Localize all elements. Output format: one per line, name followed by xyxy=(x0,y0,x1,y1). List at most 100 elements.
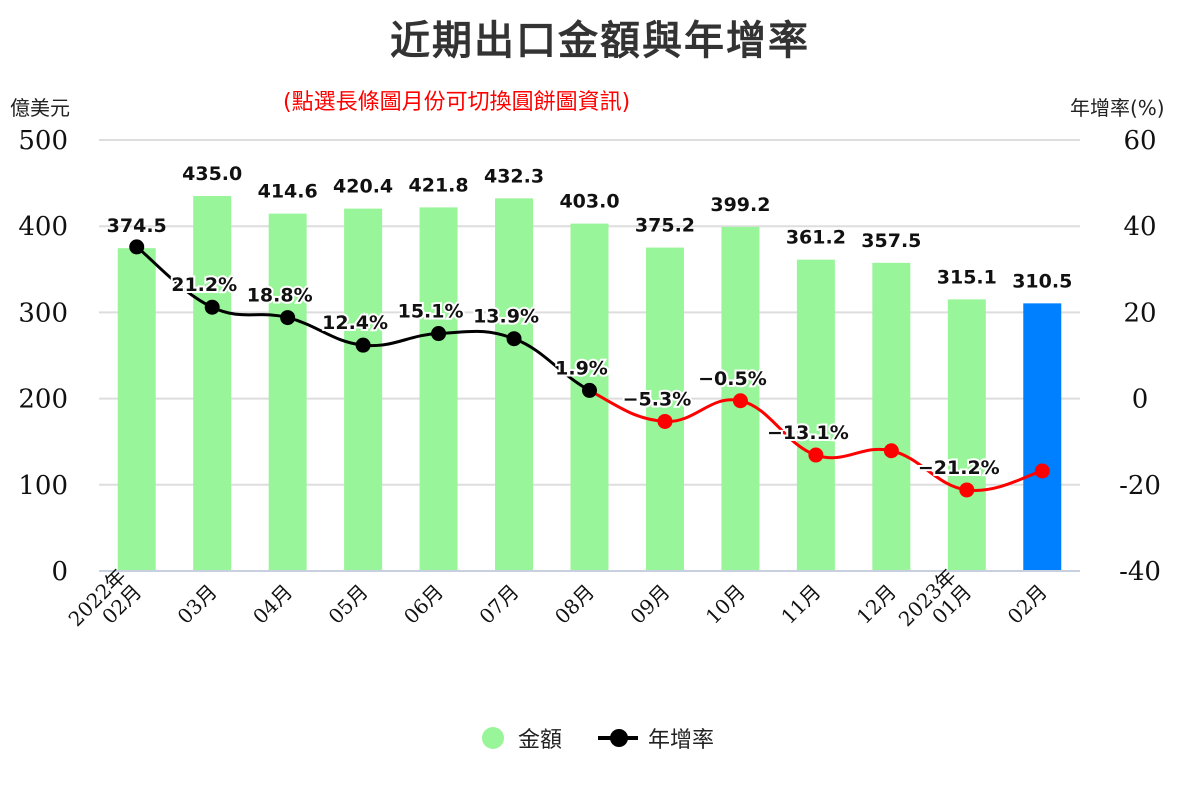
x-tick: 03月 xyxy=(173,580,222,629)
legend-label-amount: 金額 xyxy=(518,728,563,753)
bar-label: 421.8 xyxy=(409,174,469,196)
x-tick-line: 05月 xyxy=(324,580,373,629)
y-tick-left: 200 xyxy=(18,385,68,415)
growth-point[interactable] xyxy=(732,393,748,409)
growth-label: 13.9% xyxy=(473,306,539,328)
bar-label: 420.4 xyxy=(333,176,393,198)
growth-point[interactable] xyxy=(355,337,371,353)
legend-bar-swatch xyxy=(482,727,504,749)
growth-point[interactable] xyxy=(431,326,447,342)
x-tick: 11月 xyxy=(776,580,825,629)
bar[interactable] xyxy=(645,247,684,571)
x-tick-line: 03月 xyxy=(173,580,222,629)
legend-item-growth[interactable]: 年增率 xyxy=(598,722,714,754)
x-tick-line: 11月 xyxy=(776,580,825,629)
bar[interactable] xyxy=(872,262,911,571)
bar[interactable] xyxy=(344,208,383,571)
growth-line-segment xyxy=(588,389,666,423)
bar[interactable] xyxy=(117,248,156,571)
bar[interactable] xyxy=(1023,303,1062,571)
y-tick-right: -20 xyxy=(1119,471,1161,501)
growth-label: 12.4% xyxy=(322,312,388,334)
y-tick-right: 60 xyxy=(1123,126,1156,156)
x-tick-line: 02月 xyxy=(1003,580,1052,629)
x-tick-line: 06月 xyxy=(399,580,448,629)
growth-line-segment xyxy=(287,316,364,347)
bar[interactable] xyxy=(268,213,307,571)
bar-label: 310.5 xyxy=(1012,270,1072,292)
bar[interactable] xyxy=(796,259,835,571)
growth-label: −13.1% xyxy=(767,422,849,444)
x-tick: 2022年02月 xyxy=(64,564,147,647)
bar-label: 315.1 xyxy=(937,266,997,288)
bar-label: 375.2 xyxy=(635,215,695,237)
growth-point[interactable] xyxy=(506,331,522,347)
growth-label: −5.3% xyxy=(623,388,692,410)
chart-title: 近期出口金額與年增率 xyxy=(390,18,810,64)
growth-label: 18.8% xyxy=(247,285,313,307)
x-tick-line: 10月 xyxy=(701,580,750,629)
legend: 金額 年增率 xyxy=(482,722,750,754)
bar-label: 435.0 xyxy=(182,163,242,185)
legend-line-swatch xyxy=(598,729,639,747)
growth-line-segment xyxy=(211,305,289,320)
bar-label: 399.2 xyxy=(710,194,770,216)
growth-point[interactable] xyxy=(808,447,824,463)
x-tick: 09月 xyxy=(625,580,674,629)
growth-label: 15.1% xyxy=(398,301,464,323)
bar-label: 361.2 xyxy=(786,227,846,249)
growth-label: −21.2% xyxy=(918,457,1000,479)
growth-point[interactable] xyxy=(959,482,975,498)
y-tick-right: 20 xyxy=(1123,298,1156,328)
x-tick: 02月 xyxy=(1003,580,1052,629)
bar-label: 414.6 xyxy=(258,181,318,203)
x-tick: 04月 xyxy=(248,580,297,629)
x-tick: 08月 xyxy=(550,580,599,629)
growth-line-segment xyxy=(815,447,892,460)
chart-subtitle: (點選長條圖月份可切換圓餅圖資訊) xyxy=(283,90,631,115)
growth-point[interactable] xyxy=(582,382,597,398)
bar-label: 357.5 xyxy=(861,230,921,252)
bar[interactable] xyxy=(495,198,534,571)
bar[interactable] xyxy=(419,207,458,572)
growth-line-segment xyxy=(513,337,591,392)
growth-line-segment xyxy=(664,398,741,423)
growth-point[interactable] xyxy=(280,310,296,326)
legend-label-growth: 年增率 xyxy=(648,728,715,753)
y-tick-left: 0 xyxy=(51,557,68,587)
bar[interactable] xyxy=(193,196,232,571)
y-tick-left: 400 xyxy=(18,212,68,242)
y-axis-left-label: 億美元 xyxy=(10,96,70,120)
bar-label: 432.3 xyxy=(484,165,544,187)
growth-point[interactable] xyxy=(1034,463,1050,479)
growth-point[interactable] xyxy=(883,443,899,459)
growth-line-segment xyxy=(438,329,515,341)
x-tick: 07月 xyxy=(474,580,523,629)
y-axis-right-label: 年增率(%) xyxy=(1070,96,1165,120)
x-tick: 06月 xyxy=(399,580,448,629)
x-tick-line: 08月 xyxy=(550,580,599,629)
x-tick: 12月 xyxy=(852,580,901,629)
y-tick-right: 40 xyxy=(1123,212,1156,242)
bar-label: 374.5 xyxy=(107,215,167,237)
growth-line-segment xyxy=(740,399,817,457)
growth-line-segment xyxy=(890,449,968,492)
y-tick-right: 0 xyxy=(1132,385,1149,415)
legend-item-amount[interactable]: 金額 xyxy=(482,722,562,754)
growth-point[interactable] xyxy=(129,239,145,255)
y-tick-left: 300 xyxy=(18,298,68,328)
x-tick-line: 04月 xyxy=(248,580,297,629)
bar[interactable] xyxy=(947,299,986,571)
y-tick-left: 100 xyxy=(18,471,68,501)
growth-label: −0.5% xyxy=(698,368,767,390)
x-tick-line: 12月 xyxy=(852,580,901,629)
x-tick-line: 09月 xyxy=(625,580,674,629)
bar-label: 403.0 xyxy=(559,191,619,213)
growth-label: 21.2% xyxy=(171,274,237,296)
y-tick-right: -40 xyxy=(1119,557,1161,587)
y-tick-left: 500 xyxy=(18,126,68,156)
growth-point[interactable] xyxy=(657,413,673,429)
x-tick: 05月 xyxy=(324,580,373,629)
growth-point[interactable] xyxy=(204,299,220,315)
